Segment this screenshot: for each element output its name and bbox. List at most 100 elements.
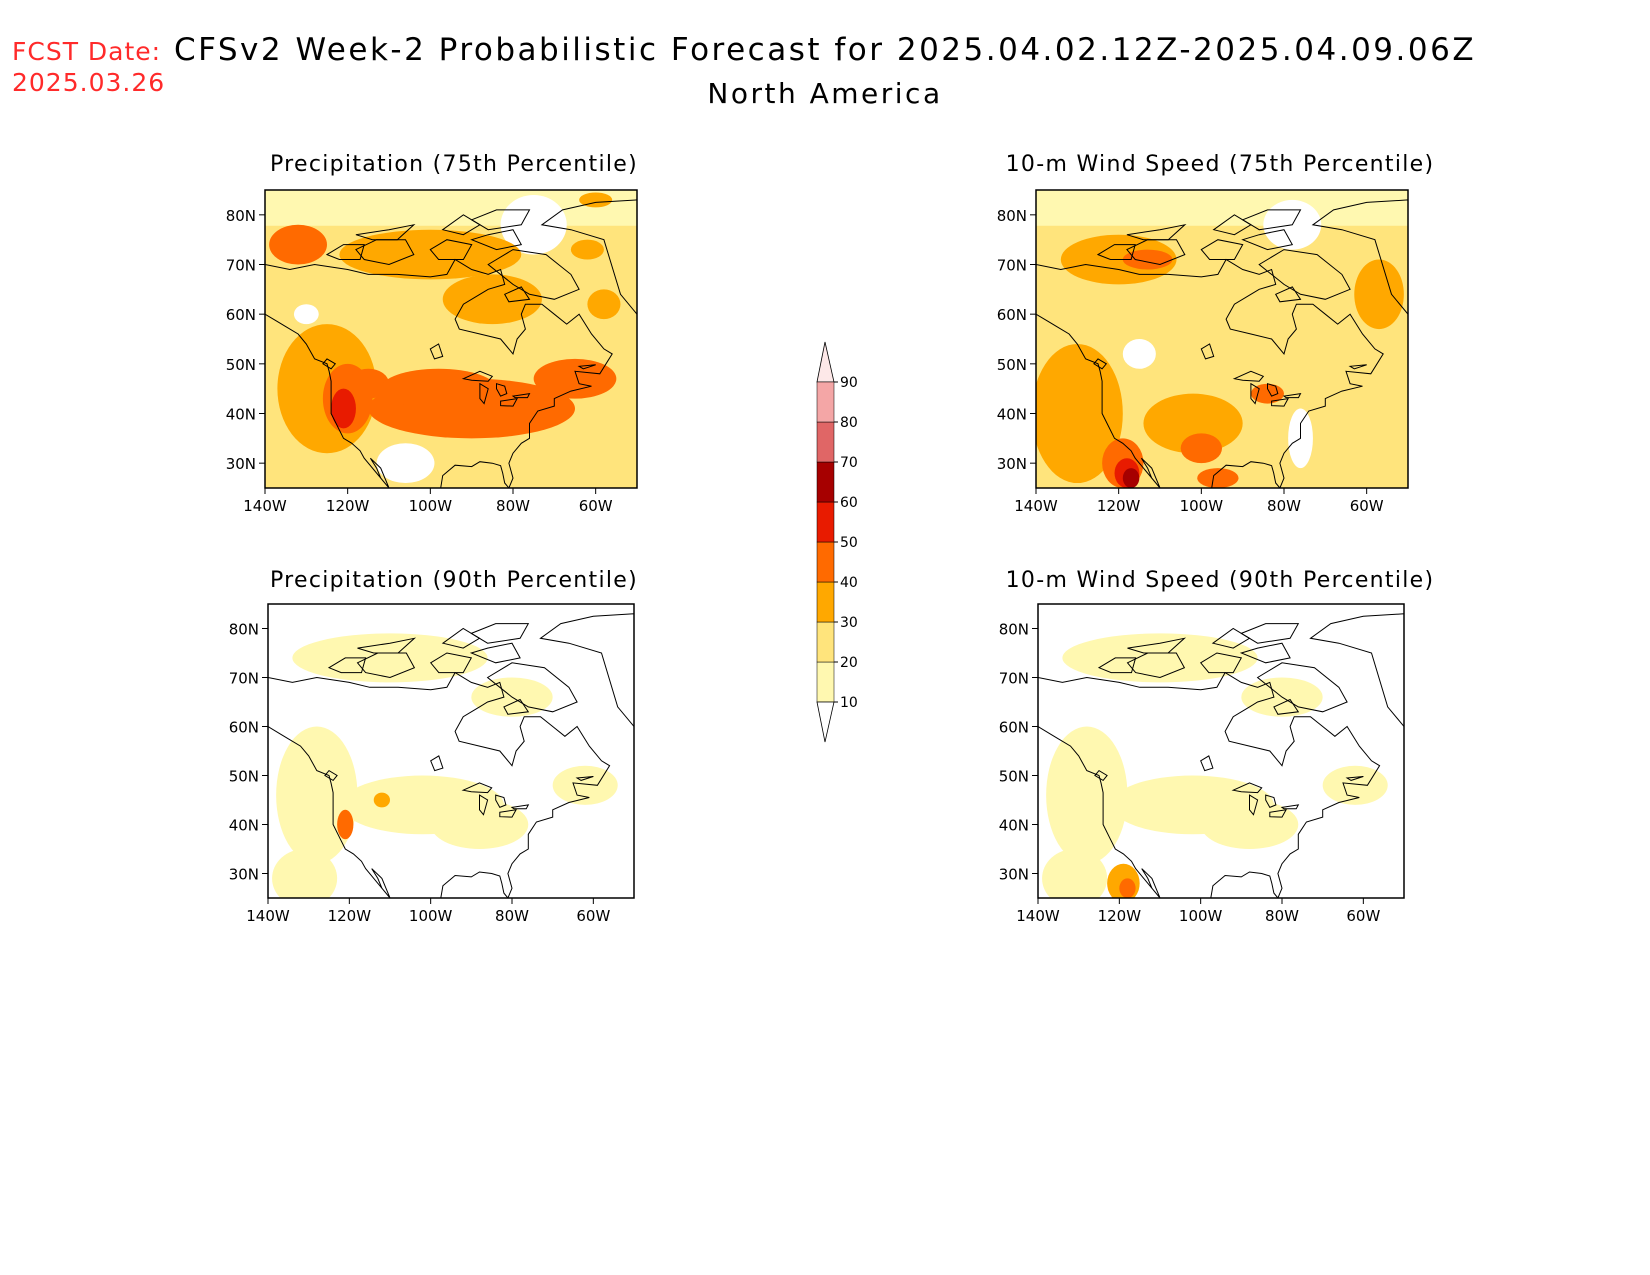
lon-tick-label: 140W — [1016, 907, 1060, 925]
lake-outline — [1249, 794, 1259, 816]
map-shading-patch — [552, 765, 618, 805]
coastline — [1038, 671, 1381, 898]
lake-outline — [324, 769, 338, 782]
lake-outline — [1093, 358, 1108, 370]
map-shading-patch — [1200, 800, 1299, 849]
coastline — [1036, 258, 1384, 488]
coastline-island — [469, 642, 521, 664]
lat-tick-label: 70N — [999, 670, 1029, 688]
lon-tick-label: 120W — [326, 497, 370, 515]
map-shading-contour — [339, 229, 522, 280]
lake-outline — [1200, 343, 1215, 360]
colorbar-label: 70 — [840, 455, 858, 471]
map-shading-patch — [1046, 726, 1128, 864]
coastline-island — [503, 286, 531, 303]
coastline-island — [1097, 657, 1137, 674]
lon-tick-label: 120W — [1097, 497, 1141, 515]
colorbar-segment — [816, 501, 835, 543]
coastline-island — [503, 698, 530, 715]
coastline-island — [1345, 776, 1364, 781]
colorbar-label: 90 — [840, 375, 858, 391]
coastline-greenland — [540, 199, 637, 315]
lake-outline — [1269, 809, 1288, 818]
map-shading-contour — [347, 368, 390, 399]
map-panel-1: 30N 40N 50N 60N 70N 80N 140W 120W 100W 80W 60W — [997, 189, 1409, 515]
coastline-island — [355, 223, 416, 241]
lat-tick-label: 80N — [999, 621, 1029, 639]
map-panel-0: 30N 40N 50N 60N 70N 80N 140W 120W 100W 80W 60W — [226, 189, 638, 515]
lat-tick-label: 40N — [999, 817, 1029, 835]
lon-tick-label: 100W — [409, 907, 453, 925]
lake-outline — [430, 755, 444, 772]
lon-tick-label: 80W — [495, 907, 529, 925]
colorbar-segment — [816, 421, 835, 463]
colorbar-segment — [816, 581, 835, 623]
coastline-island — [325, 244, 365, 260]
coastline-island — [470, 209, 531, 231]
panel-title-wind-90: 10-m Wind Speed (90th Percentile) — [1005, 568, 1435, 593]
map-shading-void — [1122, 339, 1156, 369]
colorbar: 10 20 30 40 50 60 70 80 90 — [816, 341, 858, 743]
lat-tick-label: 50N — [997, 356, 1027, 374]
map-shading-band — [265, 190, 637, 226]
colorbar-label: 20 — [840, 655, 858, 671]
lake-outline — [322, 358, 337, 370]
map-shading-patch — [292, 633, 488, 683]
coastline-island — [1127, 637, 1187, 654]
coastline-island — [575, 776, 594, 781]
lake-outline — [1231, 782, 1263, 794]
map-panel-3: 30N 40N 50N 60N 70N 80N 140W 120W 100W 80W 60W — [999, 603, 1405, 925]
lon-tick-label: 60W — [579, 497, 613, 515]
lake-outline — [1271, 397, 1290, 407]
lat-tick-label: 60N — [997, 306, 1027, 324]
lat-tick-label: 30N — [229, 866, 259, 884]
forecast-date-label: FCST Date: 2025.03.26 — [12, 36, 165, 98]
map-shading-contour — [570, 239, 604, 260]
colorbar-label: 60 — [840, 495, 858, 511]
map-shading-patch — [1322, 765, 1388, 805]
panel-title-precip-90: Precipitation (90th Percentile) — [269, 568, 639, 593]
lake-outline — [495, 794, 507, 809]
coastline — [268, 671, 611, 898]
lake-outline — [499, 809, 518, 818]
lat-tick-label: 40N — [997, 406, 1027, 424]
lon-tick-label: 140W — [243, 497, 287, 515]
lat-tick-label: 80N — [226, 207, 256, 225]
colorbar-label: 50 — [840, 535, 858, 551]
lon-tick-label: 100W — [1180, 497, 1224, 515]
lon-tick-label: 120W — [328, 907, 372, 925]
coastline-island — [429, 652, 473, 674]
coastline-island — [1274, 286, 1302, 303]
coastline-island — [1240, 623, 1300, 644]
lake-outline — [511, 392, 531, 399]
coastline-greenland — [539, 613, 634, 728]
map-shading-void — [293, 304, 319, 325]
lat-tick-label: 40N — [229, 817, 259, 835]
map-shading-contour — [587, 289, 621, 320]
lon-tick-label: 100W — [409, 497, 453, 515]
lake-outline — [1267, 383, 1279, 397]
coastline-island — [470, 623, 530, 644]
map-frame — [1035, 189, 1409, 489]
map-shading-contour — [1180, 433, 1223, 464]
page-subtitle: North America — [707, 77, 943, 110]
map-shading-band — [1036, 190, 1408, 226]
map-panel-2: 30N 40N 50N 60N 70N 80N 140W 120W 100W 80W 60W — [229, 603, 635, 925]
lon-tick-label: 80W — [1265, 907, 1299, 925]
coastline-island — [1212, 214, 1252, 236]
lake-outline — [461, 782, 493, 794]
map-shading-patch — [276, 726, 358, 864]
lat-tick-label: 40N — [226, 406, 256, 424]
coastline-greenland — [1311, 199, 1408, 315]
coastline — [265, 258, 613, 488]
lat-tick-label: 70N — [997, 257, 1027, 275]
map-frame — [1037, 603, 1405, 899]
lake-outline — [1250, 382, 1260, 405]
lon-tick-label: 100W — [1179, 907, 1223, 925]
map-frame — [264, 189, 638, 489]
lon-tick-label: 80W — [496, 497, 530, 515]
lon-tick-label: 60W — [576, 907, 610, 925]
lake-outline — [479, 794, 489, 816]
coastline-island — [1348, 364, 1367, 370]
